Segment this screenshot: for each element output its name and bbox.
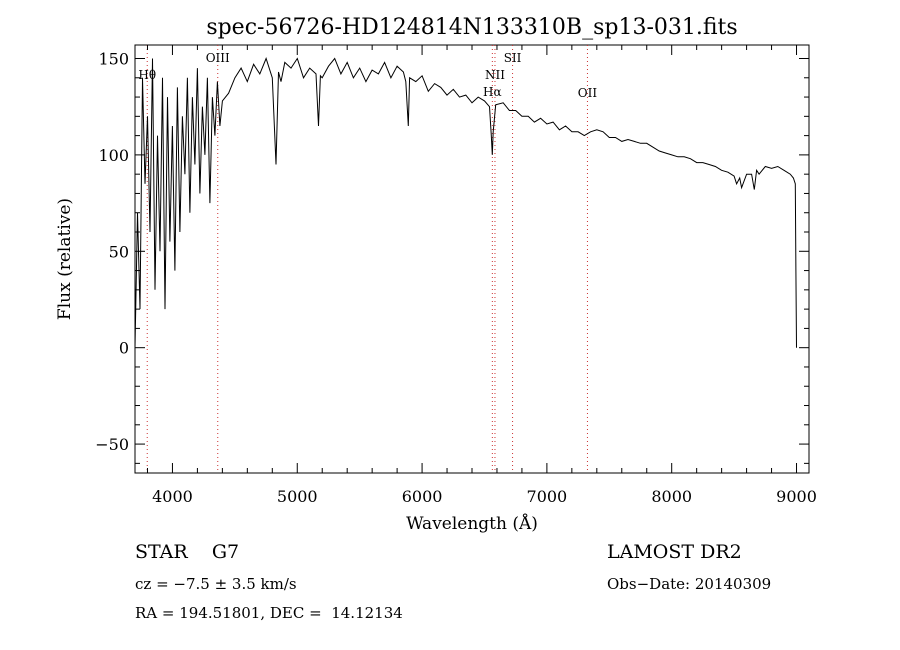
y-tick-label: 0: [119, 339, 129, 358]
x-tick-label: 8000: [651, 487, 692, 506]
x-tick-label: 6000: [402, 487, 443, 506]
emission-line-label: NII: [485, 68, 505, 82]
observation-date: Obs−Date: 20140309: [607, 575, 772, 593]
x-tick-label: 4000: [152, 487, 193, 506]
y-tick-label: 50: [109, 242, 129, 261]
spectrum-series-line: [134, 57, 797, 348]
emission-line-label: Hα: [483, 85, 502, 99]
coordinates: RA = 194.51801, DEC = 14.12134: [135, 604, 403, 622]
emission-line-label: Hθ: [138, 68, 156, 82]
x-tick-label: 5000: [277, 487, 318, 506]
emission-line-label: OIII: [206, 51, 230, 65]
emission-line-labels: Hθ OIII NII Hα OII SII: [138, 51, 597, 100]
y-tick-label: −50: [95, 435, 129, 454]
x-axis-label: Wavelength (Å): [406, 513, 538, 534]
axis-tick-labels: 4000 5000 6000 7000 8000 9000 −50 0 50 100 150: [95, 49, 817, 506]
object-class: STAR G7: [135, 541, 240, 563]
y-tick-label: 150: [98, 49, 129, 68]
emission-line-label: SII: [504, 51, 522, 65]
y-axis-label: Flux (relative): [55, 198, 75, 320]
y-tick-label: 100: [98, 146, 129, 165]
emission-line-label: OII: [578, 86, 598, 100]
x-tick-label: 7000: [527, 487, 568, 506]
axis-ticks: [135, 45, 809, 473]
redshift-value: cz = −7.5 ± 3.5 km/s: [135, 575, 297, 593]
x-tick-label: 9000: [776, 487, 817, 506]
chart-title: spec-56726-HD124814N133310B_sp13-031.fit…: [206, 15, 737, 40]
survey-name: LAMOST DR2: [607, 541, 742, 563]
emission-line-markers: [146, 45, 588, 473]
plot-frame: [134, 44, 810, 474]
